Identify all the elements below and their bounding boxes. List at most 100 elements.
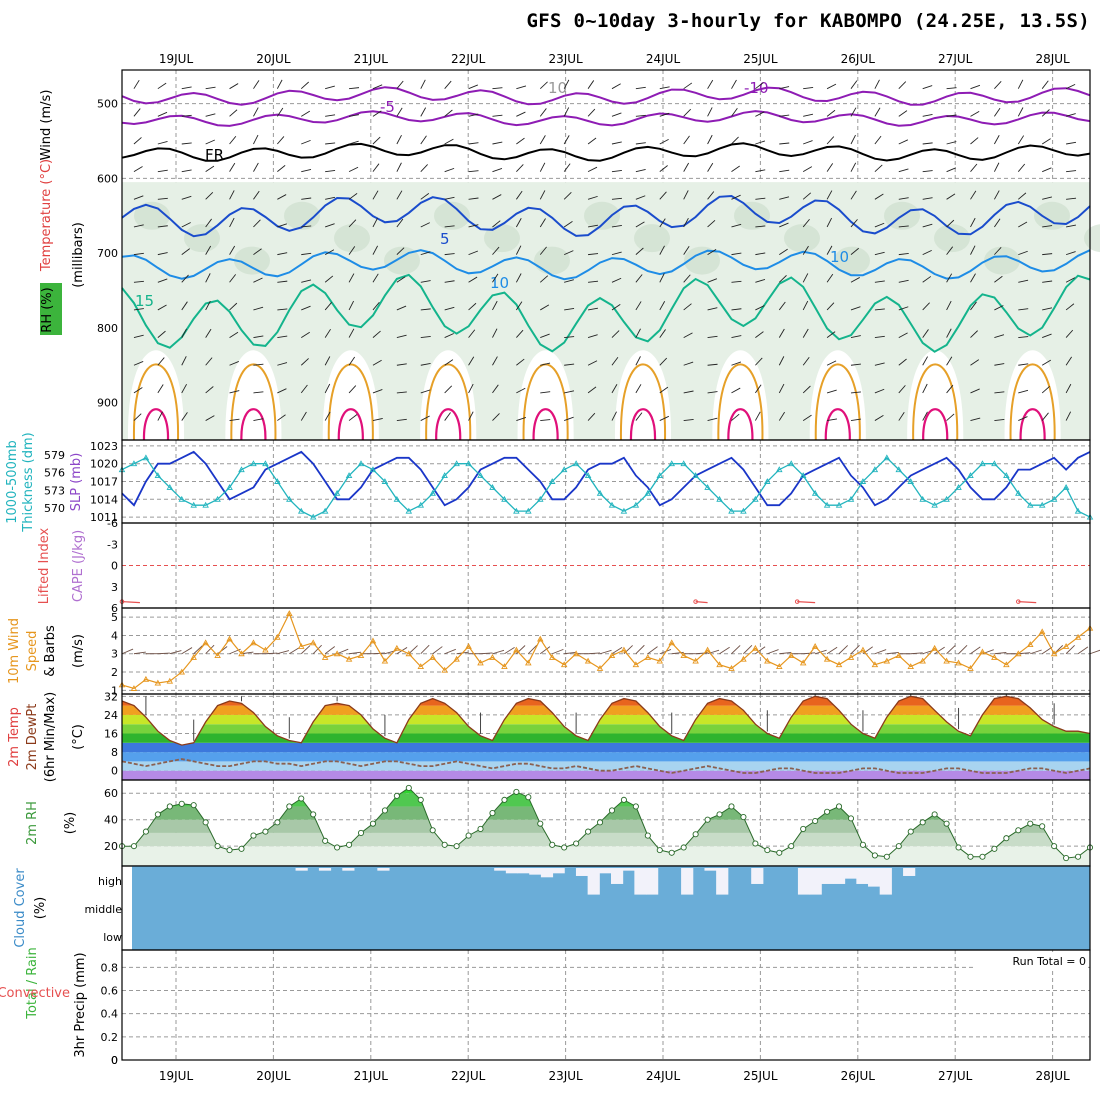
wind-barb	[946, 356, 953, 366]
wind-barb	[253, 306, 264, 311]
wind-barb	[205, 165, 215, 173]
wind-barb	[396, 334, 407, 339]
wind-barb	[444, 333, 454, 339]
wind-barb	[946, 219, 955, 228]
wind-barb	[946, 413, 955, 421]
slp-tick: 1020	[90, 458, 118, 471]
wind-barb	[850, 363, 861, 366]
wind-barb	[922, 223, 933, 228]
rh2m-point	[835, 803, 843, 810]
slp-point	[357, 460, 365, 467]
wind10-barb	[934, 646, 945, 655]
wind-barb	[325, 223, 335, 228]
wind-barb	[587, 166, 598, 173]
wind10-point	[752, 644, 759, 651]
wind-barb	[229, 217, 235, 228]
wind-barb	[229, 361, 239, 366]
wind-barb	[181, 383, 187, 394]
wind-barb	[396, 363, 407, 366]
wind-barb	[229, 331, 239, 338]
wind-barb	[993, 162, 1000, 172]
wind10-barb	[372, 652, 385, 655]
wind-barb	[946, 114, 957, 117]
slp-point	[441, 472, 448, 479]
wind-barb	[611, 356, 619, 366]
wind-barb	[468, 142, 479, 145]
lifted-index-point	[794, 599, 800, 604]
wind-barb	[468, 383, 474, 394]
wind-barb	[253, 134, 259, 145]
temperature-contour	[121, 194, 1091, 238]
wind-barb	[683, 217, 689, 228]
wind-barb	[874, 308, 885, 311]
wind-barb	[635, 328, 641, 338]
rh-band	[122, 832, 1090, 847]
wind-barb	[253, 190, 260, 200]
wind-barb	[372, 136, 381, 145]
precip-total-label: Total / Rain	[25, 947, 40, 1020]
wind-barb	[1017, 135, 1025, 145]
slp-point	[967, 472, 974, 479]
wind-barb	[970, 330, 978, 338]
wind-barb	[1018, 336, 1029, 339]
wind-barb	[683, 303, 692, 311]
wind10-point	[429, 653, 436, 660]
wind-barb	[372, 418, 383, 422]
wind-barb	[731, 413, 740, 421]
wind-barb	[181, 222, 191, 228]
wind-barb	[731, 387, 741, 394]
wind-barb	[922, 142, 933, 145]
wind-barb	[611, 225, 622, 228]
dry-lobe	[1004, 350, 1061, 440]
run-total-box	[975, 952, 1088, 969]
wind-barb	[946, 384, 954, 394]
wind-barb	[659, 357, 668, 366]
wind10-point	[513, 646, 520, 653]
wind-barb	[635, 274, 643, 283]
slp-point	[477, 472, 484, 479]
wind10-point	[333, 650, 341, 657]
wind-barb	[731, 335, 742, 339]
wind-barb	[755, 225, 766, 228]
lifted-tick: -6	[107, 517, 118, 530]
wind-barb	[922, 356, 928, 366]
wind-barb	[539, 190, 546, 200]
wind10-barb	[779, 651, 792, 655]
wind-barb	[324, 356, 331, 366]
wind-barb	[611, 83, 621, 90]
wind-barb	[826, 190, 833, 200]
wind-barb	[970, 190, 977, 200]
wind-barb	[564, 308, 575, 311]
wind-barb	[468, 84, 479, 90]
wind10-barb	[910, 652, 923, 655]
wind-barb	[731, 308, 742, 311]
date-label-top: 19JUL	[159, 52, 194, 66]
wind-barb	[133, 413, 142, 421]
slp-point	[429, 489, 436, 496]
wind10-barb	[874, 649, 887, 655]
wind10-point	[644, 653, 652, 660]
wind-barb	[779, 196, 790, 200]
dry-lobe	[712, 350, 769, 440]
wind-barb	[564, 279, 574, 283]
wind-barb	[276, 107, 284, 117]
rh2m-point	[214, 843, 221, 850]
wind10-barb	[886, 652, 899, 655]
rh2m-point	[1039, 823, 1046, 830]
wind-barb	[444, 412, 451, 421]
wind-barb	[372, 217, 378, 228]
rh2m-line	[122, 787, 1091, 859]
wind10-point	[441, 666, 448, 673]
wind-barb	[850, 277, 860, 283]
contour-label: 5	[440, 230, 450, 248]
wind-barb	[802, 245, 809, 255]
precip-unit: 3hr Precip (mm)	[73, 952, 88, 1057]
wind-barb	[1065, 113, 1076, 117]
rh-patch	[834, 246, 870, 275]
wind-barb	[444, 253, 455, 256]
wind-barb	[277, 165, 286, 173]
wind-barb	[396, 247, 405, 255]
wind-tick: 4	[111, 629, 118, 642]
wind-barb	[803, 140, 813, 145]
temperature-contour	[121, 142, 1091, 162]
